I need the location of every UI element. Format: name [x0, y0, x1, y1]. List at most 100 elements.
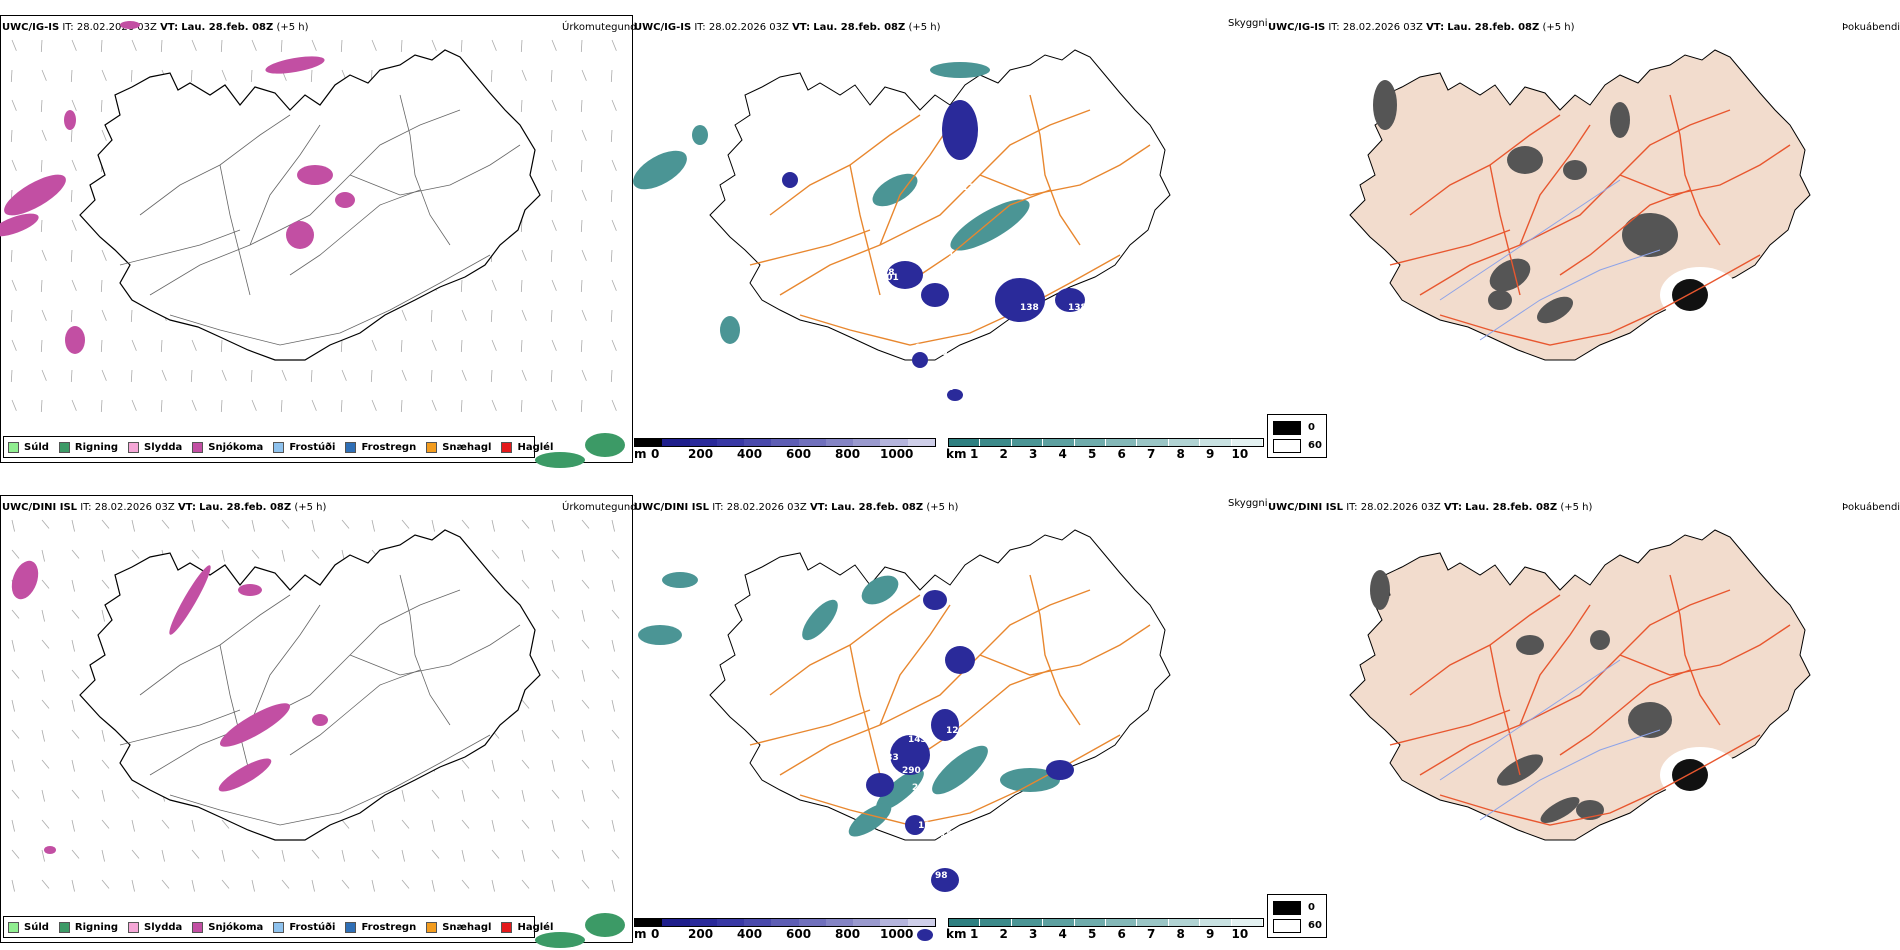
- snow-area: [218, 758, 272, 792]
- wind-barb: [71, 159, 77, 171]
- wind-barb: [101, 729, 105, 742]
- wind-barb: [41, 369, 47, 381]
- road-line: [879, 124, 951, 246]
- fog-dense-area: [1672, 759, 1708, 791]
- snow-area: [64, 110, 76, 130]
- snow-area: [265, 56, 325, 74]
- ceiling-value-label: 118: [918, 821, 937, 831]
- ceiling-value-label: 90: [915, 343, 928, 353]
- fog-label-low: 0: [1308, 902, 1315, 913]
- ceiling-tick: 200: [688, 447, 714, 461]
- fog-dense-area: [1489, 258, 1531, 292]
- legend-label: Frostregn: [361, 921, 417, 933]
- iceland-land: [1349, 529, 1811, 841]
- wind-barb: [131, 879, 135, 892]
- wind-barb: [101, 579, 110, 589]
- wind-barb: [581, 609, 585, 622]
- visibility-colorbar-segment: [1200, 439, 1232, 446]
- visibility-colorbar-segment: [980, 439, 1012, 446]
- wind-barb: [11, 399, 17, 411]
- wind-barb: [551, 639, 555, 652]
- wind-barb: [581, 309, 587, 321]
- wind-barb: [41, 519, 50, 529]
- legend-swatch: [273, 921, 285, 933]
- road-line: [799, 734, 1121, 826]
- wind-barb: [521, 759, 530, 769]
- ceiling-value-label: 106: [908, 307, 927, 317]
- road-line: [1559, 669, 1691, 756]
- ceiling-colorbar-segment: [716, 439, 745, 446]
- wind-barb: [430, 369, 433, 382]
- fog-legend-1: 0 60: [1267, 414, 1327, 458]
- fog-dense-area: [1622, 213, 1678, 257]
- wind-barb: [551, 339, 557, 351]
- snow-area: [335, 192, 355, 208]
- wind-barb: [551, 579, 555, 592]
- wind-barb: [431, 789, 440, 799]
- wind-barb: [611, 339, 617, 351]
- wind-barb: [521, 519, 530, 529]
- wind-barb: [281, 369, 287, 381]
- wind-barb: [71, 549, 80, 559]
- low-ceiling-area: [942, 100, 978, 160]
- wind-barb: [551, 819, 555, 832]
- wind-barb: [400, 339, 403, 352]
- fog-dense-area: [1540, 797, 1580, 823]
- wind-barb: [41, 759, 50, 769]
- visibility-colorbar-segment: [1137, 439, 1169, 446]
- wind-barb: [41, 639, 50, 649]
- wind-barb: [160, 39, 163, 52]
- visibility-colorbar-segment: [980, 919, 1012, 926]
- precip-legend-item: Frostregn: [345, 441, 416, 453]
- ceiling-colorbar-2: [634, 918, 936, 927]
- wind-barb: [40, 99, 43, 112]
- low-visibility-area: [872, 173, 918, 207]
- wind-barb: [581, 879, 590, 889]
- visibility-colorbar-segment: [1106, 439, 1138, 446]
- legend-label: Frostúði: [289, 921, 336, 933]
- ceiling-colorbar-segment: [880, 919, 908, 926]
- road-line: [879, 604, 951, 726]
- wind-barb: [520, 219, 523, 232]
- snow-area: [120, 21, 140, 29]
- wind-barb: [101, 249, 107, 261]
- panel-title-precip-1: Úrkomutegund: [562, 22, 637, 33]
- wind-barb: [551, 519, 555, 532]
- panel-title-precip-2: Úrkomutegund: [562, 502, 637, 513]
- fog-dense-area: [1496, 754, 1544, 786]
- rain-area: [585, 913, 625, 937]
- wind-barb: [71, 819, 75, 832]
- ceiling-colorbar-segment: [744, 919, 772, 926]
- low-visibility-area: [876, 769, 924, 811]
- fog-swatch-low: [1273, 421, 1301, 435]
- visibility-tick: 3: [1029, 447, 1038, 461]
- fog-map-group: [1349, 529, 1811, 841]
- visibility-tick: 9: [1206, 447, 1215, 461]
- wind-barb: [491, 549, 500, 559]
- wind-barb: [161, 879, 170, 889]
- wind-barb: [101, 849, 105, 862]
- road-line: [749, 709, 871, 746]
- legend-label: Snjókoma: [208, 441, 264, 453]
- wind-barb: [251, 879, 255, 892]
- precip-legend-item: Snæhagl: [426, 921, 491, 933]
- road-line: [119, 709, 241, 746]
- low-ceiling-area: [945, 646, 975, 674]
- ceiling-value-label: 133: [880, 753, 899, 763]
- wind-barb: [11, 549, 20, 559]
- wind-barb: [551, 99, 557, 111]
- ceiling-value-label: 295: [912, 783, 931, 793]
- wind-barb: [400, 39, 403, 52]
- road-line: [169, 734, 491, 826]
- wind-barb: [521, 879, 530, 889]
- ceiling-value-label: 138: [1068, 303, 1087, 313]
- panel-header-precip-2: UWC/DINI ISL IT: 28.02.2026 03Z VT: Lau.…: [2, 502, 327, 513]
- wind-barb: [551, 669, 560, 679]
- wind-barb: [71, 519, 75, 532]
- wind-barb: [521, 789, 525, 802]
- wind-barb: [41, 729, 45, 742]
- precip-legend-item: Snjókoma: [192, 921, 263, 933]
- visibility-colorbar-segment: [1074, 919, 1107, 926]
- visibility-tick: 7: [1147, 447, 1156, 461]
- road-line: [169, 254, 491, 346]
